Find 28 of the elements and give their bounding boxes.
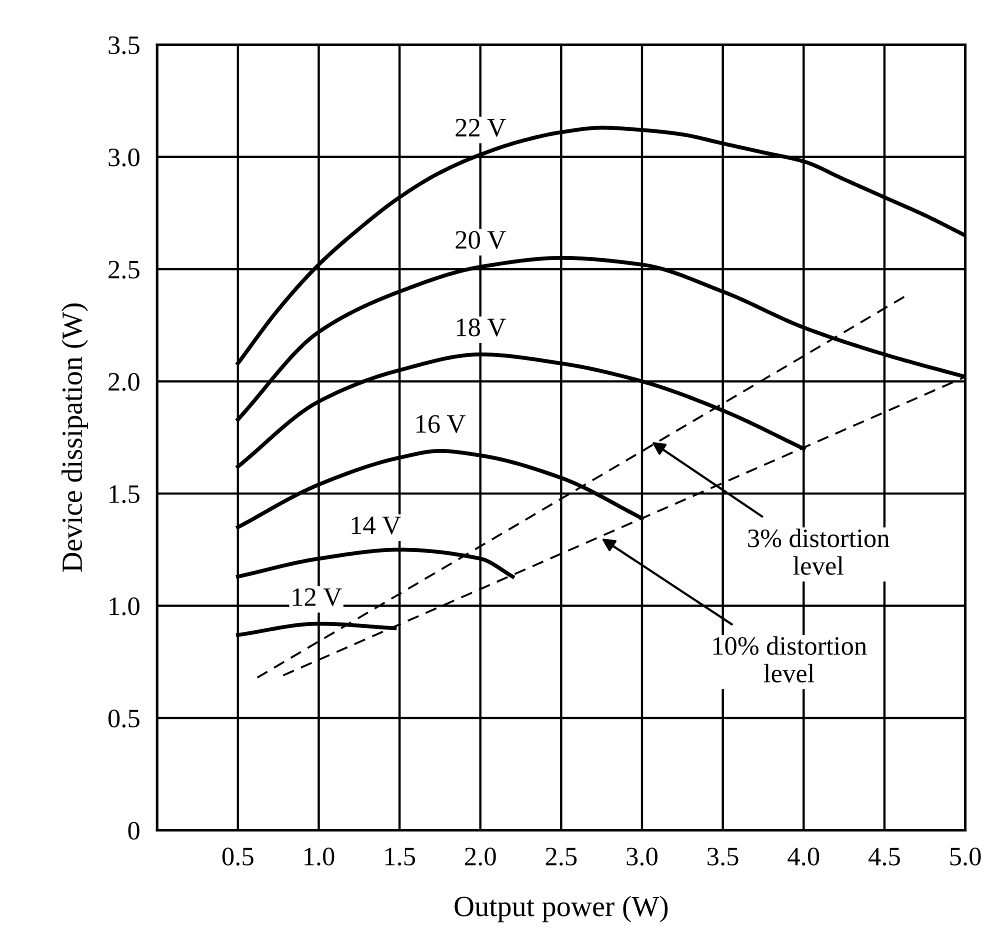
- series-label: 18 V: [456, 318, 506, 336]
- y-tick-label: 3.0: [108, 148, 140, 166]
- annotation: 10% distortion level: [713, 636, 867, 682]
- series-label: 12 V: [292, 588, 342, 606]
- y-tick-label: 2.5: [108, 260, 140, 279]
- annotation: 3% distortion level: [748, 528, 890, 575]
- x-tick-label: 2.5: [546, 848, 577, 866]
- series-label: 14 V: [352, 516, 401, 534]
- series-label: 16 V: [416, 415, 466, 433]
- x-tick-label: 4.0: [788, 848, 820, 866]
- x-tick-label: 1.5: [385, 848, 416, 866]
- y-tick-label: 1.0: [110, 597, 140, 616]
- series-label: 22 V: [456, 118, 506, 137]
- y-tick-label: 0.5: [108, 710, 140, 728]
- x-tick-label: 5.0: [950, 848, 981, 866]
- y-axis-title: Device dissipation (W): [62, 303, 88, 572]
- x-tick-label: 4.5: [868, 848, 900, 866]
- y-tick-label: 2.0: [108, 372, 140, 391]
- x-tick-label: 3.0: [626, 848, 658, 866]
- y-tick-label: 3.5: [108, 36, 140, 54]
- y-tick-label: 1.5: [110, 485, 140, 504]
- x-tick-label: 2.0: [465, 848, 496, 866]
- x-axis-title: Output power (W): [454, 896, 668, 922]
- y-tick-label: 0: [128, 822, 140, 840]
- x-tick-label: 1.0: [304, 848, 334, 866]
- x-tick-label: 0.5: [222, 848, 254, 866]
- series-label: 20 V: [456, 231, 506, 249]
- x-tick-label: 3.5: [708, 848, 738, 866]
